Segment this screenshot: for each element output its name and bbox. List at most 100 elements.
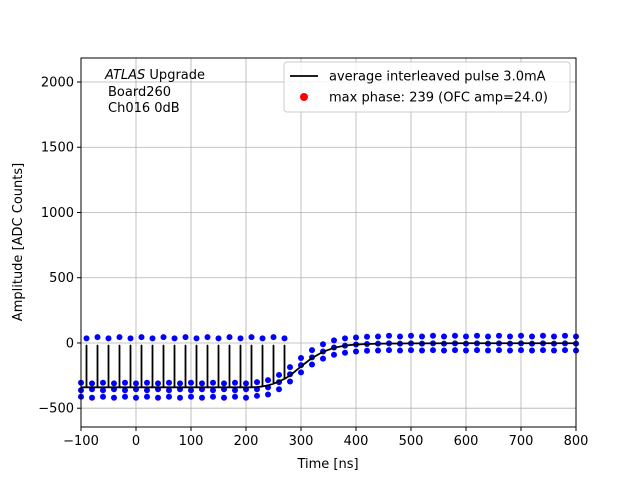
ticks: −100 0 100 200 300 400 500 600 700 800 −500 0 500 100… [38,76,588,449]
scatter-point [529,333,535,340]
scatter-point [188,393,194,400]
scatter-point [177,380,183,387]
x-tick-label: 800 [564,434,589,449]
scatter-point [441,333,447,340]
scatter-point [276,371,282,378]
scatter-point [397,333,403,340]
scatter-point [452,332,458,339]
scatter-point [166,379,172,386]
scatter-point [171,335,178,342]
scatter-point [188,387,194,394]
scatter-point [111,380,117,387]
x-tick-label: 300 [289,434,314,449]
scatter-point [116,334,123,341]
scatter-point [419,347,425,354]
scatter-point [265,377,271,384]
scatter-point [320,341,326,348]
scatter-point [298,354,304,361]
scatter-point [237,335,244,342]
scatter-point [155,394,161,401]
scatter-point [127,335,134,342]
scatter-point [375,347,381,354]
scatter-point [309,347,315,354]
scatter-point [210,387,216,394]
scatter-point [331,351,337,358]
scatter-point [375,333,381,340]
scatter-point [397,347,403,354]
scatter-point [199,380,205,387]
scatter-point [204,334,211,341]
annotation-line: Ch016 0dB [108,101,180,116]
scatter-point [281,335,288,342]
x-axis-label: Time [ns] [296,457,358,472]
scatter-point [364,347,370,354]
y-axis-label: Amplitude [ADC Counts] [11,163,26,321]
scatter-point [243,380,249,387]
scatter-point [496,332,502,339]
scatter-point [133,394,139,401]
scatter-point [259,335,266,342]
scatter-point [100,393,106,400]
scatter-point [287,364,293,371]
scatter-point [166,393,172,400]
scatter-point [83,335,90,342]
y-tick-label: 500 [49,271,74,286]
scatter-point [342,335,348,342]
scatter-point [193,335,200,342]
scatter-point [232,393,238,400]
scatter-point [342,349,348,356]
scatter-point [551,347,557,354]
y-tick-label: 2000 [41,76,74,91]
scatter-point [155,380,161,387]
scatter-point [177,394,183,401]
scatter-point [122,387,128,394]
scatter-point [232,379,238,386]
scatter-point [287,378,293,385]
scatter-point [430,347,436,354]
x-tick-label: 0 [132,434,140,449]
plot-area [78,332,579,401]
scatter-point [320,355,326,362]
scatter-point [562,332,568,339]
scatter-point [122,393,128,400]
x-tick-label: 100 [179,434,204,449]
scatter-point [149,335,156,342]
scatter-point [105,335,112,342]
x-tick-label: 200 [234,434,259,449]
scatter-point [518,347,524,354]
y-tick-label: 1000 [41,206,74,221]
scatter-point [265,391,271,398]
scatter-point [485,333,491,340]
scatter-point [408,332,414,339]
scatter-point [254,379,260,386]
y-tick-label: 0 [66,336,74,351]
scatter-point [122,379,128,386]
scatter-point [474,332,480,339]
scatter-point [474,347,480,354]
scatter-point [243,394,249,401]
x-tick-label: 500 [399,434,424,449]
scatter-point [248,334,255,341]
scatter-point [270,334,277,341]
scatter-point [430,332,436,339]
scatter-point [276,386,282,393]
scatter-point [144,379,150,386]
scatter-point [232,387,238,394]
scatter-point [111,394,117,401]
scatter-point [188,379,194,386]
scatter-point [160,334,167,341]
scatter-point [144,393,150,400]
x-tick-label: 600 [454,434,479,449]
legend-label: max phase: 239 (OFC amp=24.0) [329,91,548,106]
scatter-point [210,393,216,400]
axes-frame [80,57,577,428]
scatter-point [144,387,150,394]
scatter-point [221,394,227,401]
annotation-experiment: ATLAS [104,68,145,83]
scatter-point [463,347,469,354]
scatter-point [540,332,546,339]
scatter-point [133,380,139,387]
scatter-point [210,379,216,386]
scatter-point [353,348,359,355]
